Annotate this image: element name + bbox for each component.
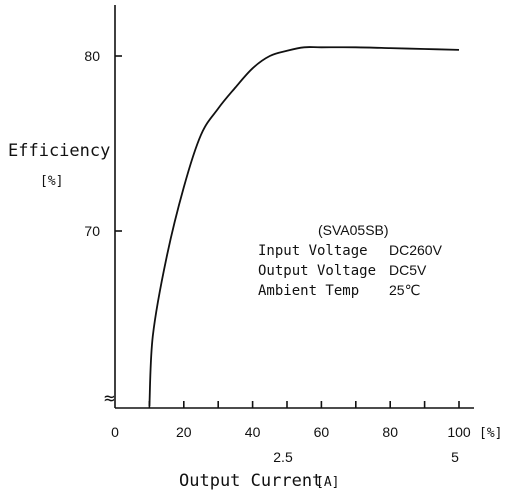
y-axis-unit: [%]	[40, 174, 63, 189]
annotation-value-output-voltage: DC5V	[389, 262, 427, 278]
annotation-value-input-voltage: DC260V	[389, 242, 443, 258]
x-tick-label: 20	[176, 424, 192, 440]
x-tick-label: 60	[314, 424, 330, 440]
x-tick-label: 80	[382, 424, 398, 440]
y-axis-title: Efficiency	[8, 141, 110, 161]
annotation-label-output-voltage: Output Voltage	[258, 263, 376, 279]
x-percent-unit: [%]	[479, 426, 502, 441]
y-axis-break-mark: ≈	[104, 388, 115, 409]
x-amp-tick-label: 2.5	[273, 449, 293, 465]
annotation-value-ambient-temp: 25℃	[389, 282, 420, 298]
x-tick-label: 40	[245, 424, 261, 440]
x-tick-label: 100	[447, 424, 471, 440]
y-tick-label: 80	[84, 48, 100, 64]
annotation-model: (SVA05SB)	[318, 222, 389, 238]
annotation-label-input-voltage: Input Voltage	[258, 243, 368, 259]
x-ticks: 0 20 40 60 80 100	[111, 401, 471, 440]
x-amp-ticks: 2.5 5	[273, 449, 459, 465]
x-axis-unit: [A]	[316, 475, 339, 490]
x-tick-label: 0	[111, 424, 119, 440]
y-tick-label: 70	[84, 223, 100, 239]
x-amp-tick-label: 5	[451, 449, 459, 465]
efficiency-curve	[149, 47, 459, 406]
annotation-block: (SVA05SB) Input Voltage DC260V Output Vo…	[258, 222, 443, 299]
x-axis-title: Output Current	[179, 471, 322, 491]
annotation-label-ambient-temp: Ambient Temp	[258, 283, 359, 299]
